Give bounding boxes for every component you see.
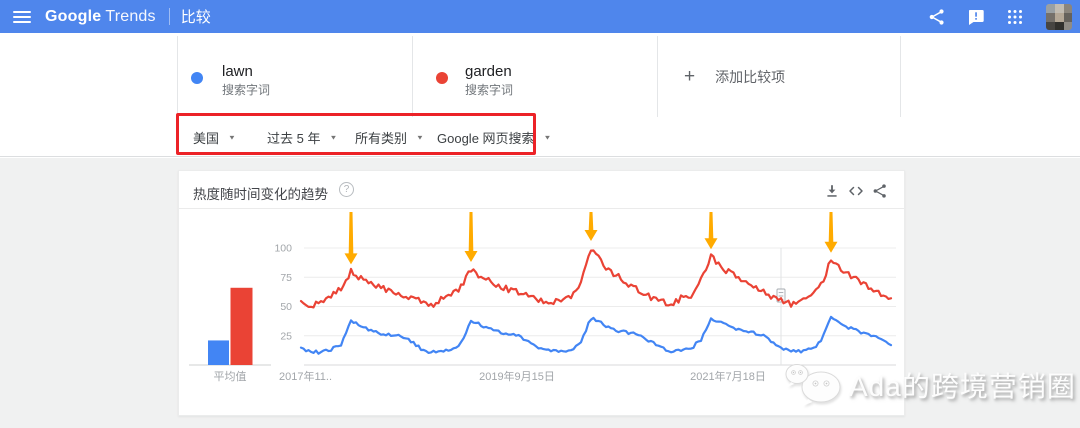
garden-series-line — [299, 249, 893, 309]
download-icon[interactable] — [822, 181, 842, 201]
term-card-lawn[interactable]: lawn 搜索字词 — [178, 36, 411, 117]
share-icon-svg — [929, 8, 944, 25]
filter-search-type[interactable]: Google 网页搜索 ▼ — [437, 128, 551, 147]
peak-arrow — [584, 212, 598, 241]
peak-arrow — [464, 212, 478, 263]
main-content: 热度随时间变化的趋势 ? — [0, 158, 1080, 428]
apps-grid-icon[interactable] — [1005, 7, 1025, 27]
x-axis-label: 2019年9月15日 — [479, 371, 555, 383]
logo-google-text: Google — [45, 7, 102, 25]
share-icon[interactable] — [927, 7, 947, 27]
term-label: garden — [465, 63, 512, 80]
chart-card-header: 热度随时间变化的趋势 ? — [179, 171, 904, 209]
filter-time-range[interactable]: 过去 5 年 ▼ — [267, 128, 337, 147]
chevron-down-icon: ▼ — [416, 133, 424, 142]
y-tick-label: 25 — [280, 330, 292, 342]
app-header: Google Trends 比较 — [0, 0, 1080, 33]
lawn-series-line — [299, 315, 893, 355]
chevron-down-icon: ▼ — [543, 133, 552, 142]
card-separator — [412, 36, 413, 117]
add-comparison-button[interactable]: + 添加比较项 — [684, 36, 894, 117]
help-icon[interactable]: ? — [339, 182, 354, 197]
embed-icon[interactable] — [846, 181, 866, 201]
avatar-pixelated-image — [1046, 3, 1072, 30]
add-comparison-label: 添加比较项 — [715, 68, 786, 85]
peak-arrow — [704, 212, 718, 250]
compare-section: lawn 搜索字词 garden 搜索字词 + 添加比较项 美国 ▼ 过去 5 … — [0, 33, 1080, 157]
filter-time-label: 过去 5 年 — [267, 131, 321, 146]
filter-geo[interactable]: 美国 ▼ — [193, 128, 236, 147]
plus-icon: + — [684, 65, 696, 87]
term-subtitle: 搜索字词 — [465, 83, 514, 97]
y-tick-label: 100 — [274, 243, 292, 255]
y-tick-label: 50 — [280, 301, 292, 313]
peak-arrow — [344, 212, 358, 265]
menu-icon[interactable] — [13, 10, 31, 23]
y-tick-label: 75 — [280, 272, 292, 284]
filter-category-label: 所有类别 — [355, 131, 408, 146]
chevron-down-icon: ▼ — [228, 133, 236, 142]
chart-share-icon[interactable] — [870, 181, 890, 201]
header-actions — [927, 3, 1072, 30]
chart-share-icon-svg — [873, 184, 886, 198]
term-subtitle: 搜索字词 — [222, 83, 271, 97]
lawn-color-dot — [191, 72, 203, 84]
average-bar-lawn — [208, 340, 229, 365]
header-divider — [168, 8, 170, 25]
avatar[interactable] — [1046, 3, 1072, 30]
garden-color-dot — [436, 72, 448, 84]
card-separator — [657, 36, 658, 117]
page-title: 比较 — [180, 9, 211, 26]
term-label: lawn — [222, 63, 253, 80]
card-separator — [900, 36, 901, 117]
interest-over-time-card: 热度随时间变化的趋势 ? — [178, 170, 905, 416]
x-axis-label: 2021年7月18日 — [690, 371, 766, 383]
peak-arrow — [824, 212, 838, 253]
term-card-garden[interactable]: garden 搜索字词 — [413, 36, 656, 117]
average-bar-garden — [230, 287, 253, 365]
embed-icon-svg — [849, 186, 863, 196]
logo-trends-text: Trends — [105, 7, 156, 25]
filter-category[interactable]: 所有类别 ▼ — [355, 128, 424, 147]
filter-geo-label: 美国 — [193, 131, 220, 146]
feedback-icon[interactable] — [966, 7, 986, 27]
average-axis-label: 平均值 — [213, 371, 247, 383]
download-icon-svg — [827, 185, 837, 197]
card-separator — [177, 36, 178, 117]
chart-title: 热度随时间变化的趋势 — [193, 187, 328, 202]
apps-grid-icon-svg — [1008, 9, 1022, 24]
chevron-down-icon: ▼ — [329, 133, 338, 142]
feedback-icon-svg — [968, 9, 984, 25]
filter-search-type-label: Google 网页搜索 — [437, 131, 535, 146]
google-trends-logo[interactable]: Google Trends — [45, 8, 156, 26]
x-axis-label: 2017年11.. — [279, 371, 333, 383]
